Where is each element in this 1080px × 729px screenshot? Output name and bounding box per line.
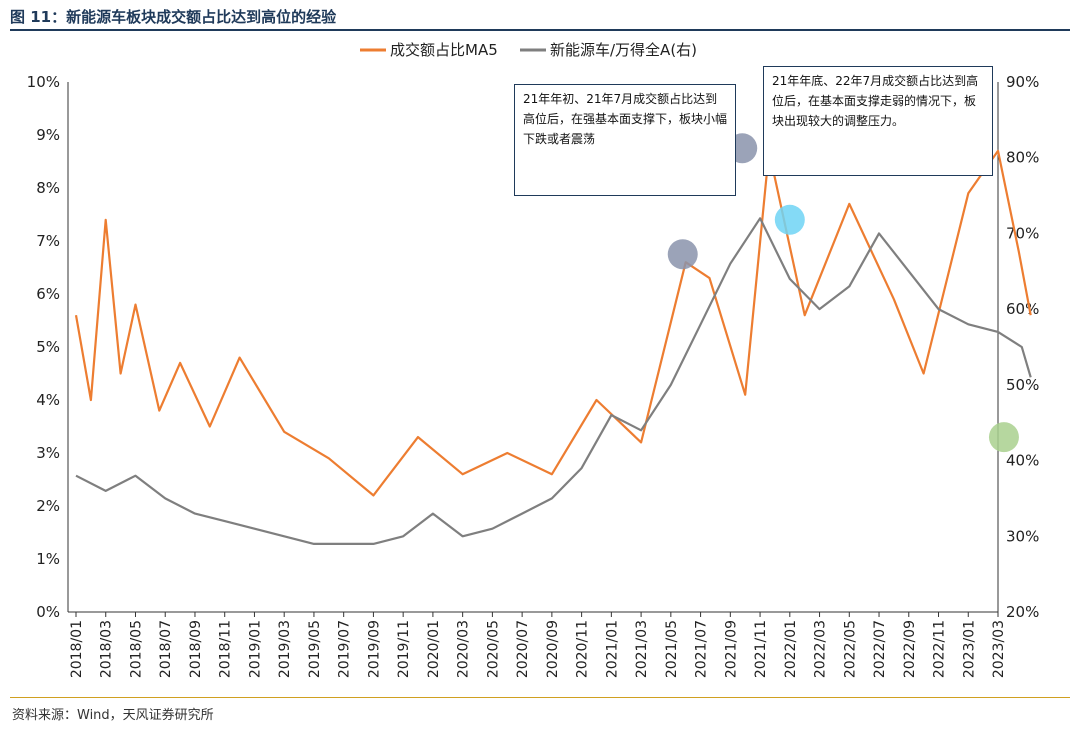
- x-tick-label: 2019/05: [307, 620, 323, 678]
- x-tick-label: 2021/09: [723, 620, 739, 678]
- x-tick-label: 2023/03: [991, 620, 1007, 678]
- x-tick-label: 2019/01: [247, 620, 263, 678]
- highlight-marker: [988, 422, 1019, 453]
- left-tick-label: 10%: [27, 73, 60, 91]
- x-tick-label: 2020/11: [575, 620, 591, 678]
- highlight-marker: [774, 204, 805, 235]
- left-tick-label: 1%: [36, 550, 60, 568]
- legend-label-ma5: 成交额占比MA5: [390, 41, 498, 59]
- x-tick-label: 2018/07: [158, 620, 174, 678]
- series-line-ratio: [75, 217, 1032, 545]
- source-rule: [10, 697, 1070, 698]
- x-tick-label: 2022/11: [932, 620, 948, 678]
- source-note: 资料来源：Wind，天风证券研究所: [12, 708, 214, 723]
- chart-title: 图 11：新能源车板块成交额占比达到高位的经验: [10, 8, 337, 26]
- x-tick-label: 2019/07: [337, 620, 353, 678]
- x-tick-label: 2021/03: [634, 620, 650, 678]
- right-tick-label: 30%: [1006, 527, 1039, 545]
- right-axis-ticks: 20% 30% 40% 50% 60% 70% 80% 90%: [1006, 73, 1039, 621]
- x-tick-label: 2020/09: [545, 620, 561, 678]
- left-tick-label: 0%: [36, 603, 60, 621]
- x-tick-label: 2018/11: [218, 620, 234, 678]
- right-tick-label: 90%: [1006, 73, 1039, 91]
- left-axis-ticks: 0% 1% 2% 3% 4% 5% 6% 7% 8% 9% 10%: [27, 73, 60, 621]
- x-tick-label: 2019/03: [277, 620, 293, 678]
- left-tick-label: 2%: [36, 497, 60, 515]
- x-tick-label: 2022/07: [872, 620, 888, 678]
- x-tick-label: 2022/05: [842, 620, 858, 678]
- legend: 成交额占比MA5 新能源车/万得全A(右): [360, 41, 697, 59]
- x-tick-label: 2018/03: [99, 620, 115, 678]
- title-rule: [10, 29, 1070, 31]
- right-tick-label: 20%: [1006, 603, 1039, 621]
- x-tick-label: 2019/09: [366, 620, 382, 678]
- x-tick-label: 2021/01: [604, 620, 620, 678]
- x-tick-label: 2018/09: [188, 620, 204, 678]
- annotation-box-2022: 21年年底、22年7月成交额占比达到高位后，在基本面支撑走弱的情况下，板块出现较…: [763, 66, 993, 176]
- legend-label-ratio: 新能源车/万得全A(右): [550, 41, 697, 59]
- x-tick-label: 2020/05: [485, 620, 501, 678]
- right-tick-label: 50%: [1006, 376, 1039, 394]
- x-tick-label: 2021/05: [664, 620, 680, 678]
- left-tick-label: 7%: [36, 232, 60, 250]
- highlight-marker: [667, 239, 698, 270]
- x-tick-label: 2020/01: [426, 620, 442, 678]
- left-tick-label: 9%: [36, 126, 60, 144]
- x-tick-label: 2022/09: [902, 620, 918, 678]
- x-tick-label: 2020/07: [515, 620, 531, 678]
- series-line-ma5: [74, 149, 1032, 497]
- left-tick-label: 8%: [36, 179, 60, 197]
- x-axis-ticks: 2018/01 2018/03 2018/05 2018/07 2018/09 2018/…: [69, 612, 1007, 678]
- chart: 0% 1% 2% 3% 4% 5% 6% 7% 8% 9% 10% 20% 30% 40% 50% 60% 7…: [27, 41, 1040, 678]
- left-tick-label: 3%: [36, 444, 60, 462]
- right-tick-label: 80%: [1006, 149, 1039, 167]
- annotation-box-2021: 21年年初、21年7月成交额占比达到高位后，在强基本面支撑下，板块小幅下跌或者震…: [514, 84, 736, 196]
- series-group: [74, 149, 1032, 545]
- x-tick-label: 2021/07: [694, 620, 710, 678]
- x-tick-label: 2020/03: [456, 620, 472, 678]
- x-tick-label: 2018/05: [128, 620, 144, 678]
- right-tick-label: 70%: [1006, 224, 1039, 242]
- right-tick-label: 40%: [1006, 452, 1039, 470]
- x-tick-label: 2018/01: [69, 620, 85, 678]
- x-tick-label: 2019/11: [396, 620, 412, 678]
- x-tick-label: 2022/01: [783, 620, 799, 678]
- left-tick-label: 5%: [36, 338, 60, 356]
- left-tick-label: 4%: [36, 391, 60, 409]
- right-tick-label: 60%: [1006, 300, 1039, 318]
- left-tick-label: 6%: [36, 285, 60, 303]
- x-tick-label: 2022/03: [813, 620, 829, 678]
- x-tick-label: 2021/11: [753, 620, 769, 678]
- x-tick-label: 2023/01: [961, 620, 977, 678]
